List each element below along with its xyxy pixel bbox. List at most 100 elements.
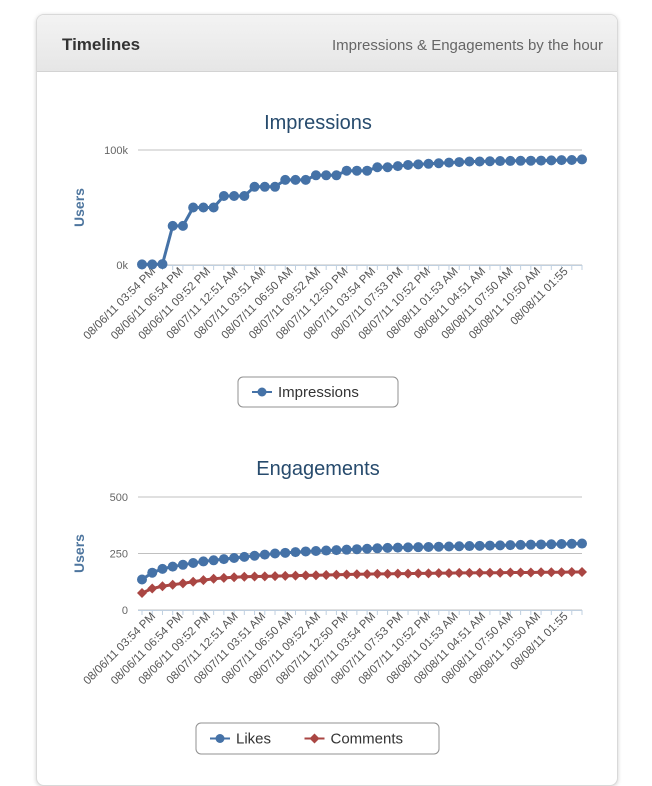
data-point: [157, 581, 168, 592]
data-point: [392, 161, 403, 172]
data-point: [229, 572, 240, 583]
data-point: [474, 540, 485, 551]
data-point: [208, 573, 219, 584]
legend-box: [237, 376, 399, 408]
data-point: [300, 570, 311, 581]
data-point: [351, 569, 362, 580]
data-point: [556, 155, 567, 166]
data-point: [413, 159, 424, 170]
y-axis-label: Users: [71, 188, 87, 227]
data-point: [403, 542, 414, 553]
data-point: [546, 567, 557, 578]
y-tick-label: 0k: [116, 260, 128, 272]
data-point: [566, 538, 577, 549]
data-point: [362, 543, 373, 554]
data-point: [147, 583, 158, 594]
data-point: [577, 538, 587, 549]
data-point: [341, 544, 352, 555]
chart-title: Engagements: [256, 458, 379, 480]
legend-marker: [215, 734, 225, 743]
data-point: [413, 542, 424, 553]
data-point: [474, 567, 485, 578]
data-point: [188, 557, 199, 568]
data-point: [505, 155, 516, 166]
data-point: [515, 155, 526, 166]
data-point: [443, 541, 454, 552]
data-point: [177, 559, 188, 570]
data-point: [484, 567, 495, 578]
data-point: [167, 561, 178, 572]
data-point: [372, 162, 383, 173]
data-point: [495, 156, 506, 167]
data-point: [270, 548, 281, 559]
data-point: [464, 567, 475, 578]
data-point: [423, 541, 434, 552]
data-point: [464, 541, 475, 552]
data-point: [505, 567, 516, 578]
panel-title: Timelines: [62, 35, 141, 54]
data-point: [310, 170, 321, 181]
data-point: [454, 157, 465, 168]
data-point: [280, 174, 291, 185]
y-tick-label: 0: [122, 605, 128, 617]
data-point: [474, 156, 485, 167]
data-point: [403, 568, 414, 579]
data-point: [515, 539, 526, 550]
data-point: [229, 191, 240, 201]
data-point: [525, 155, 536, 166]
data-point: [464, 156, 475, 167]
legend-marker: [309, 733, 320, 744]
data-point: [249, 181, 260, 192]
data-point: [577, 154, 587, 165]
data-point: [239, 571, 250, 582]
data-point: [484, 156, 495, 167]
data-point: [147, 259, 158, 270]
data-point: [372, 543, 383, 554]
data-point: [525, 567, 536, 578]
data-point: [556, 539, 567, 550]
data-point: [259, 571, 270, 582]
data-point: [454, 567, 465, 578]
data-point: [351, 544, 362, 555]
data-point: [382, 568, 393, 579]
data-point: [331, 170, 342, 181]
data-point: [382, 542, 393, 553]
legend-marker: [257, 387, 267, 397]
data-point: [167, 579, 178, 590]
data-point: [433, 158, 444, 169]
data-point: [137, 259, 147, 270]
data-point: [290, 547, 301, 558]
data-point: [198, 575, 209, 586]
data-point: [362, 165, 373, 176]
data-point: [536, 567, 547, 578]
data-point: [515, 567, 526, 578]
legend-label: Likes: [236, 731, 271, 748]
data-point: [239, 551, 250, 562]
data-point: [556, 567, 567, 578]
data-point: [536, 539, 547, 550]
data-point: [137, 588, 147, 599]
data-point: [208, 202, 219, 213]
data-point: [331, 545, 342, 556]
series-line-comments: [141, 570, 582, 595]
data-point: [300, 174, 311, 185]
data-point: [525, 539, 536, 550]
series-line-impressions: [142, 157, 583, 266]
data-point: [177, 220, 188, 231]
data-point: [198, 202, 209, 213]
data-point: [157, 563, 168, 574]
y-tick-label: 100k: [104, 145, 128, 157]
data-point: [577, 567, 587, 578]
data-point: [310, 546, 321, 557]
data-point: [188, 202, 199, 213]
data-point: [270, 571, 281, 582]
data-point: [188, 576, 199, 587]
data-point: [443, 157, 454, 168]
data-point: [495, 540, 506, 551]
data-point: [280, 570, 291, 581]
data-point: [137, 574, 147, 585]
data-point: [229, 553, 240, 564]
data-point: [249, 571, 260, 582]
data-point: [536, 155, 547, 166]
data-point: [546, 539, 557, 550]
